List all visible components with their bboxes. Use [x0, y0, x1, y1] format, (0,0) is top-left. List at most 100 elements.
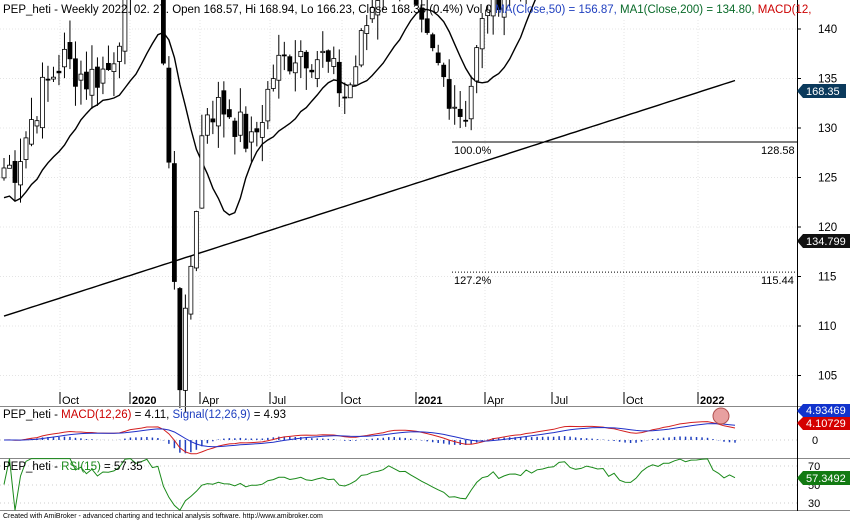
svg-text:4.10729: 4.10729	[806, 418, 846, 430]
candle	[496, 0, 502, 17]
candle	[292, 40, 298, 92]
time-tick-label: Oct	[344, 395, 361, 407]
candle	[435, 44, 441, 66]
candle	[106, 45, 111, 71]
fibonacci-retracement: 0.0%176.9223.6%165.5138.2%158.4561.8%147…	[452, 141, 797, 287]
candle	[226, 99, 232, 119]
candle	[210, 100, 216, 135]
candle	[67, 20, 73, 70]
time-tick-label: Apr	[487, 395, 504, 407]
candle	[100, 56, 106, 95]
candle	[122, 0, 128, 65]
candle	[413, 0, 419, 6]
candle	[501, 0, 507, 36]
candle	[364, 14, 370, 51]
candle	[303, 50, 309, 90]
macd-zero-tick: 0	[812, 435, 818, 447]
candle	[490, 0, 496, 35]
candle	[73, 41, 78, 106]
candle	[347, 82, 353, 99]
candle	[78, 60, 84, 105]
rsi-tick-70: 70	[808, 461, 820, 473]
candle	[29, 97, 34, 147]
candle	[336, 49, 342, 107]
candle	[51, 66, 56, 83]
price-tick-label: 140	[818, 24, 837, 36]
candle	[182, 294, 188, 413]
candle	[177, 287, 183, 409]
candle	[56, 54, 62, 86]
time-tick-label: Oct	[62, 395, 79, 407]
price-tick-label: 135	[818, 74, 837, 86]
candle	[276, 34, 282, 99]
candle	[171, 150, 177, 290]
price-tick-label: 110	[818, 321, 836, 333]
candle	[237, 88, 243, 143]
candle	[84, 51, 89, 100]
price-tick-label: 120	[818, 222, 837, 234]
candle	[309, 64, 315, 78]
candle	[281, 41, 287, 71]
candle	[452, 85, 458, 125]
candle	[7, 154, 12, 169]
candle	[193, 210, 199, 272]
candlestick-series	[1, 0, 527, 413]
time-tick-label: 2021	[418, 395, 442, 407]
price-tick-label: 125	[818, 173, 837, 185]
rsi-tick-30: 30	[808, 498, 820, 510]
candle	[254, 121, 260, 147]
candle	[248, 116, 254, 162]
time-tick-label: Jul	[272, 395, 286, 407]
candle	[424, 0, 430, 35]
macd-title: PEP_heti - MACD(12,26) = 4.11, Signal(12…	[3, 409, 286, 421]
candle	[18, 138, 23, 203]
candle	[509, 0, 511, 7]
candle	[265, 81, 271, 130]
candle	[12, 150, 18, 201]
candle	[259, 104, 265, 162]
candle	[457, 91, 463, 129]
candle	[45, 65, 51, 102]
svg-text:57.3492: 57.3492	[806, 473, 846, 485]
rsi-badge: 57.3492	[797, 471, 850, 485]
candle	[463, 100, 469, 127]
svg-text:4.93469: 4.93469	[806, 405, 846, 417]
fib-level-label: 100.0%	[454, 145, 492, 157]
fib-value-label: 128.58	[761, 145, 795, 157]
fib-value-label: 115.44	[761, 275, 794, 287]
candle	[160, 0, 166, 66]
candle	[369, 0, 375, 23]
price-badge: 168.35	[797, 84, 846, 98]
rsi-title: PEP_heti - RSI(15) = 57.35	[3, 461, 143, 473]
time-tick-label: Oct	[626, 395, 643, 407]
chart-title: PEP_heti - Weekly 2022. 02. 27. Open 168…	[3, 4, 811, 16]
candle	[89, 45, 95, 109]
svg-text:134.799: 134.799	[806, 236, 846, 248]
candle	[62, 32, 67, 79]
candle	[270, 64, 276, 92]
candle	[232, 117, 238, 155]
candle	[325, 49, 331, 73]
candle	[342, 82, 348, 115]
signal-badge: 4.93469	[797, 404, 850, 417]
candle	[188, 256, 194, 320]
candle	[430, 32, 436, 52]
time-tick-label: 2020	[132, 395, 156, 407]
macd-panel	[0, 407, 797, 455]
candle	[111, 52, 117, 97]
candle	[474, 44, 480, 94]
candle	[358, 28, 364, 68]
candle	[479, 12, 485, 69]
footer-credit: Created with AmiBroker - advanced charti…	[3, 513, 323, 520]
time-tick-label: Apr	[202, 395, 219, 407]
ma50-line	[3, 0, 536, 216]
candle	[382, 0, 384, 10]
time-tick-label: 2022	[700, 395, 724, 407]
candle	[375, 0, 381, 40]
candle	[353, 55, 359, 86]
fib-level-label: 127.2%	[454, 275, 492, 287]
candle	[129, 0, 131, 15]
ma200-badge: 134.799	[797, 234, 850, 248]
candle	[117, 42, 122, 79]
